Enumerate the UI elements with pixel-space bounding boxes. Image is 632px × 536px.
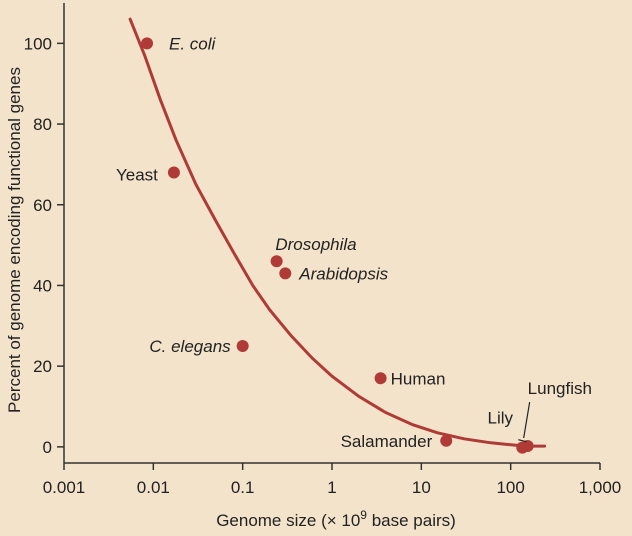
leader-line-lungfish <box>523 401 531 439</box>
x-axis-title-main: Genome size (× 10 <box>216 511 360 530</box>
point-label-e-coli: E. coli <box>169 34 217 53</box>
y-tick-label: 0 <box>43 438 52 457</box>
data-point-salamander <box>440 434 453 447</box>
x-tick-label: 100 <box>496 478 524 497</box>
point-label-salamander: Salamander <box>341 432 433 451</box>
x-axis-title: Genome size (× 109 base pairs) <box>216 508 456 530</box>
x-tick-label: 1 <box>327 478 336 497</box>
point-label-arabidopsis: Arabidopsis <box>298 264 388 283</box>
data-point-drosophila <box>270 255 283 268</box>
data-point-lungfish <box>521 440 534 453</box>
x-tick-label: 0.01 <box>137 478 170 497</box>
x-axis-title-exponent: 9 <box>360 508 367 522</box>
point-label-lungfish: Lungfish <box>528 379 592 398</box>
data-point-yeast <box>167 166 180 179</box>
point-label-yeast: Yeast <box>116 165 158 184</box>
y-tick-label: 80 <box>33 115 52 134</box>
x-tick-label: 0.001 <box>43 478 86 497</box>
trend-curve <box>128 17 547 448</box>
data-point-e-coli <box>141 37 154 50</box>
data-point-c-elegans <box>236 339 249 352</box>
y-tick-label: 40 <box>33 276 52 295</box>
y-axis-title: Percent of genome encoding functional ge… <box>5 67 24 413</box>
x-tick-label: 0.1 <box>231 478 255 497</box>
point-label-human: Human <box>391 369 446 388</box>
leader-line-lily <box>518 439 527 443</box>
y-tick-label: 60 <box>33 196 52 215</box>
point-label-drosophila: Drosophila <box>275 235 356 254</box>
point-label-lily: Lily <box>488 409 514 428</box>
x-tick-label: 10 <box>412 478 431 497</box>
data-point-human <box>374 372 387 385</box>
x-axis-title-suffix: base pairs) <box>367 511 456 530</box>
y-tick-label: 100 <box>24 34 52 53</box>
y-tick-label: 20 <box>33 357 52 376</box>
point-label-c-elegans: C. elegans <box>149 337 231 356</box>
x-tick-label: 1,000 <box>579 478 622 497</box>
data-point-arabidopsis <box>279 267 292 280</box>
